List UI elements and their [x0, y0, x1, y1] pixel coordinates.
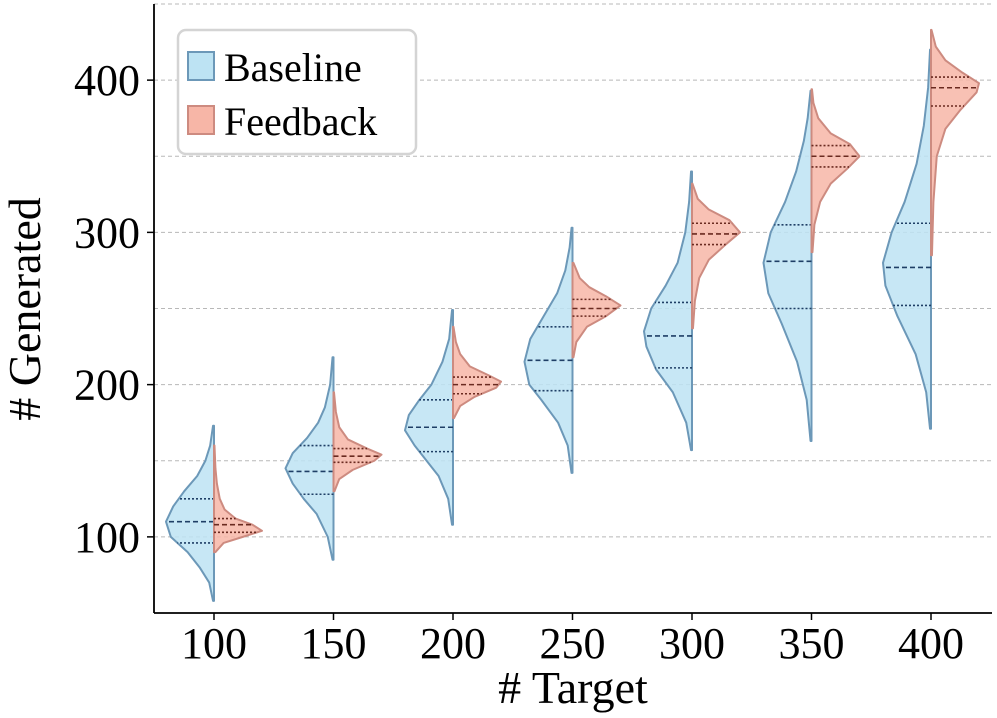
- x-tick-label: 250: [540, 619, 606, 668]
- violin-baseline-150: [284, 356, 335, 561]
- violin-feedback-200: [452, 325, 502, 420]
- y-axis-label: # Generated: [0, 197, 50, 421]
- violin-feedback-350: [810, 88, 861, 254]
- violin-body: [165, 424, 215, 602]
- y-ticks: 100 200 300 400: [74, 56, 154, 562]
- violin-baseline-400: [882, 48, 932, 430]
- x-tick-label: 100: [181, 619, 247, 668]
- violin-body: [882, 48, 932, 430]
- x-axis-label: # Target: [498, 662, 648, 713]
- y-tick-label: 100: [74, 513, 140, 562]
- legend-frame: [176, 28, 418, 156]
- violin-body: [571, 261, 622, 359]
- violin-feedback-400: [930, 28, 980, 257]
- violin-body: [284, 356, 335, 561]
- y-tick-label: 400: [74, 56, 140, 105]
- violin-baseline-250: [523, 226, 574, 474]
- violin-baseline-300: [643, 170, 693, 452]
- violin-body: [213, 444, 263, 554]
- x-tick-label: 200: [420, 619, 486, 668]
- x-tick-label: 150: [301, 619, 367, 668]
- legend: Baseline Feedback: [176, 28, 418, 156]
- violin-feedback-150: [332, 391, 383, 493]
- violin-body: [523, 226, 574, 474]
- violin-body: [404, 309, 454, 526]
- violin-feedback-250: [571, 261, 622, 359]
- x-tick-label: 300: [659, 619, 725, 668]
- x-tick-label: 350: [779, 619, 845, 668]
- violin-baseline-100: [165, 424, 215, 602]
- legend-label-feedback: Feedback: [224, 99, 377, 144]
- violin-body: [930, 28, 980, 257]
- violin-body: [452, 325, 502, 420]
- violin-baseline-200: [404, 309, 454, 526]
- legend-swatch-feedback: [187, 105, 215, 135]
- violins: [165, 28, 980, 602]
- x-ticks: 100 150 200 250 300 350 400: [181, 613, 964, 668]
- x-tick-label: 400: [898, 619, 964, 668]
- violin-body: [810, 88, 861, 254]
- legend-swatch-baseline: [187, 51, 215, 81]
- violin-feedback-100: [213, 444, 263, 554]
- legend-label-baseline: Baseline: [224, 45, 362, 90]
- y-tick-label: 300: [74, 208, 140, 257]
- violin-body: [332, 391, 383, 493]
- violin-body: [762, 89, 813, 442]
- violin-body: [691, 182, 741, 330]
- violin-baseline-350: [762, 89, 813, 442]
- y-tick-label: 200: [74, 361, 140, 410]
- violin-feedback-300: [691, 182, 741, 330]
- violin-body: [643, 170, 693, 452]
